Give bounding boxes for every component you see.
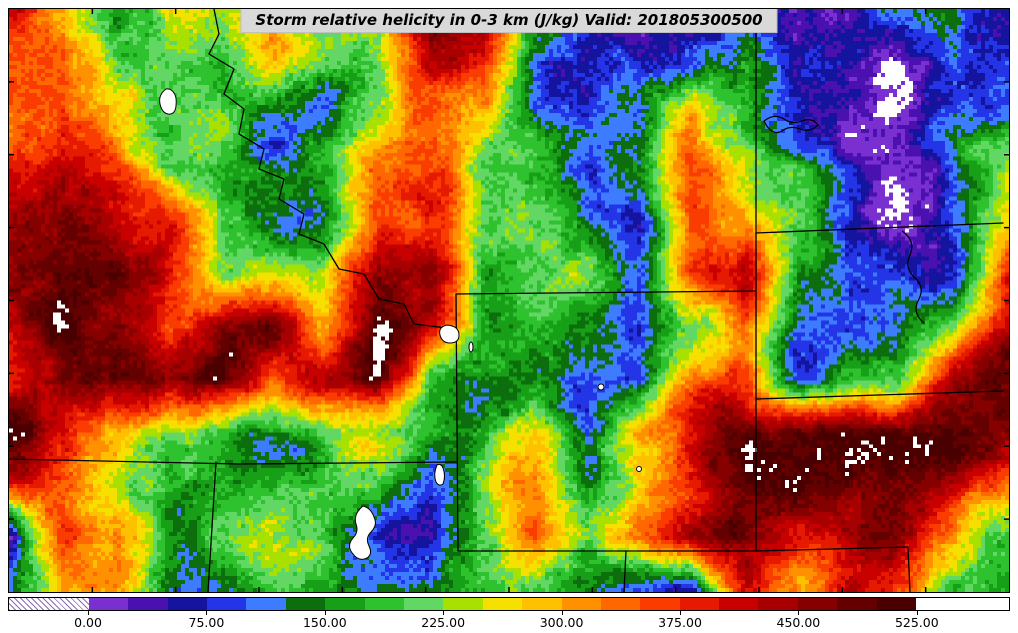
border-ne-co [755,546,911,592]
colorbar-segment [325,598,365,610]
map-plot: Storm relative helicity in 0-3 km (J/kg)… [8,8,1010,593]
colorbar-tick [443,611,445,615]
colorbar-tick [324,611,326,615]
colorbar-tick [561,611,563,615]
colorbar-segment [561,598,602,610]
colorbar-segment [88,598,129,610]
colorbar-segment [207,598,247,610]
colorbar-tick-label: 225.00 [421,615,466,630]
colorbar-tick-label: 150.00 [302,615,347,630]
border-ut-co [623,550,627,592]
colorbar-segment [482,598,523,610]
state-borders-overlay [9,9,1009,592]
colorbar-segment [679,598,720,610]
colorbar-segment [600,598,641,610]
colorbar-segment [876,598,917,610]
colorbar-tick [916,611,918,615]
frame-tick-marks [9,9,1009,592]
colorbar-segment [9,598,89,610]
colorbar-tick [206,611,208,615]
colorbar-segment [246,598,286,610]
border-montana-idaho [208,9,457,332]
colorbar-tick-label: 0.00 [74,615,102,630]
colorbar-segment [797,598,838,610]
jackson-lake [468,341,474,353]
great-salt-lake [349,505,376,560]
colorbar [8,597,1010,611]
colorbar-tick-label: 450.00 [776,615,821,630]
seminoe-reservoir [636,466,642,472]
colorbar-segment [837,598,877,610]
colorbar-segment [443,598,483,610]
colorbar-tick-label: 375.00 [658,615,702,630]
colorbar-segment [128,598,168,610]
colorbar-tick [798,611,800,615]
colorbar-tick [680,611,682,615]
border-wyoming [455,290,757,552]
colorbar-segment [364,598,405,610]
colorbar-segment [719,598,759,610]
colorbar-segment [285,598,326,610]
colorbar-tick-label: 300.00 [539,615,584,630]
colorbar-segment [640,598,680,610]
colorbar-gradient [9,598,1009,610]
colorbar-segment [167,598,208,610]
border-sd-nd [755,222,1004,234]
colorbar-segment [916,598,1009,610]
boysen-reservoir [597,383,605,391]
colorbar-tick-label: 525.00 [894,615,939,630]
missouri-river-lake-oahe [901,230,925,324]
fort-peck-reservoir [763,115,819,134]
colorbar-tick-label: 75.00 [188,615,225,630]
flathead-lake [159,88,177,115]
border-42n [9,458,457,465]
colorbar-segment [403,598,444,610]
colorbar-labels: 0.00 75.00 150.00 225.00 300.00 375.00 4… [8,611,1010,631]
plot-title: Storm relative helicity in 0-3 km (J/kg)… [240,9,778,33]
border-sd-ne [755,390,1004,400]
bear-lake [434,463,445,486]
colorbar-tick [88,611,90,615]
yellowstone-lake [439,324,460,344]
colorbar-segment [758,598,799,610]
border-nv-ut [207,461,217,592]
colorbar-segment [522,598,562,610]
